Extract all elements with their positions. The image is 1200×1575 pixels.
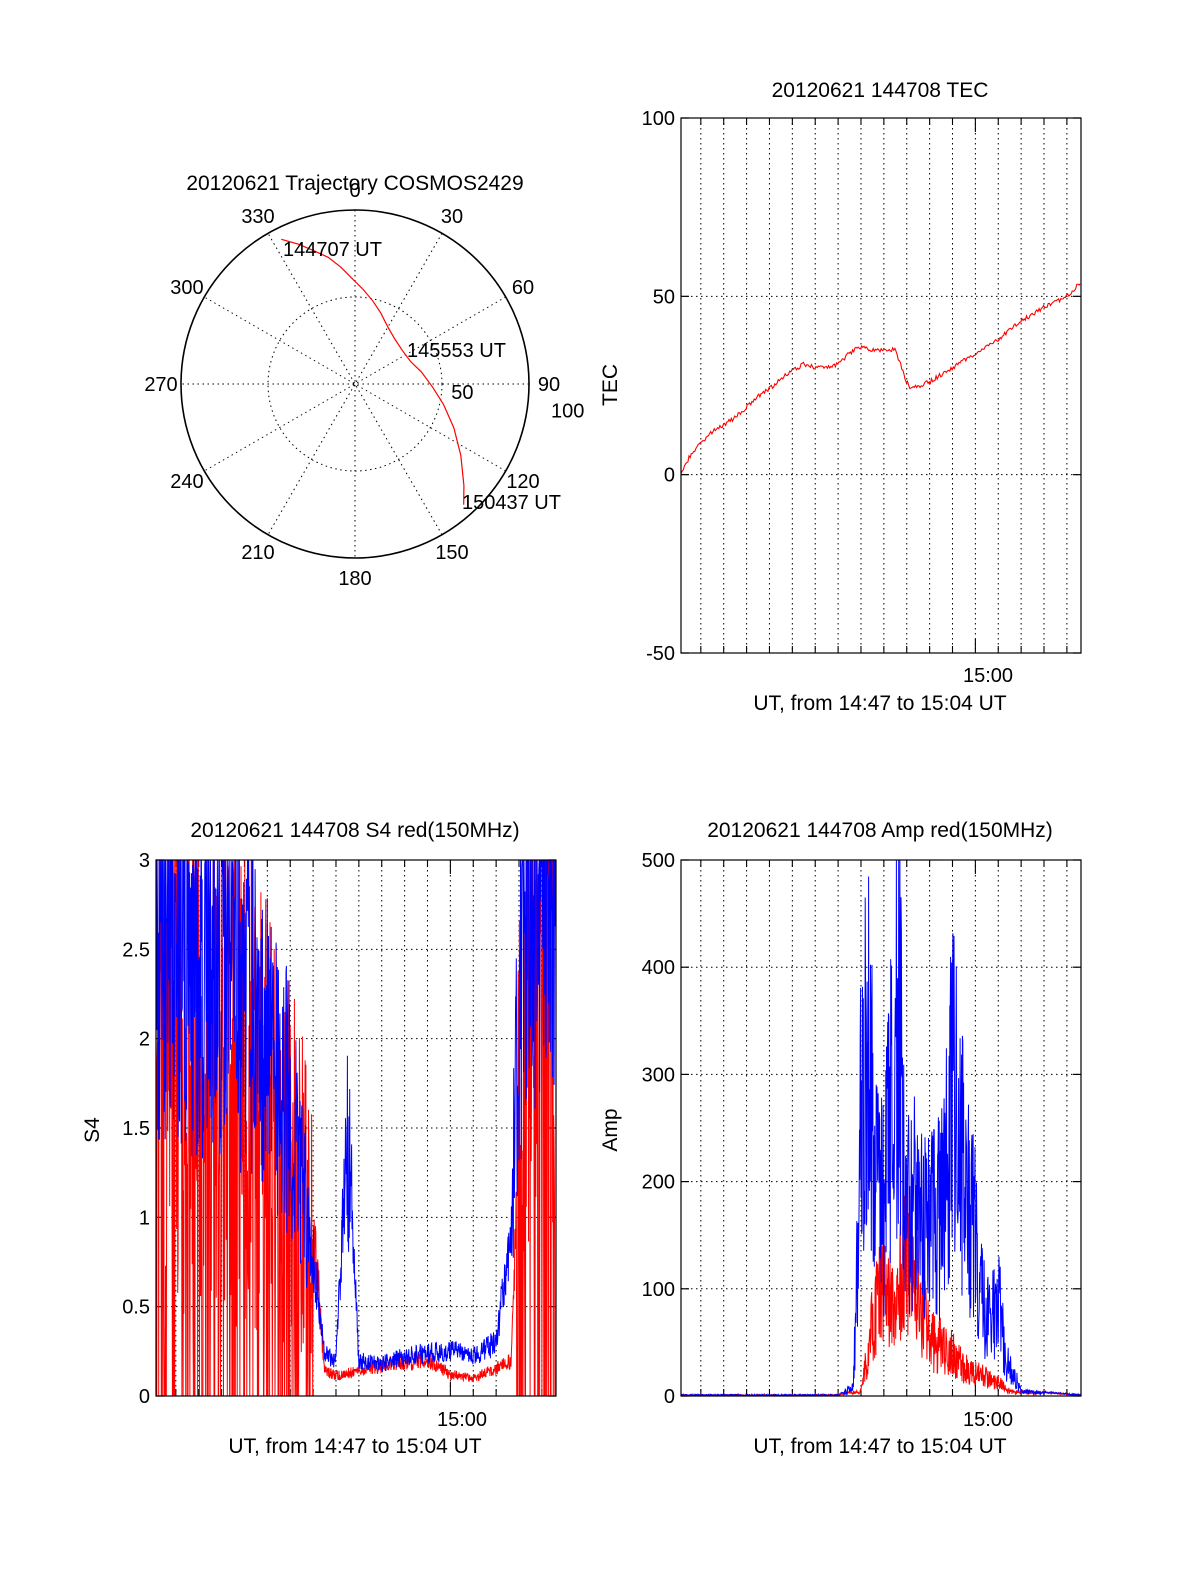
polar-angle-tick-label: 330	[241, 206, 274, 228]
polar-angle-tick-label: 0	[349, 180, 360, 202]
s4-y-tick-label: 1	[139, 1207, 150, 1229]
s4-x-axis-label: UT, from 14:47 to 15:04 UT	[228, 1435, 481, 1458]
polar-angle-tick-label: 60	[512, 277, 534, 299]
tec-y-axis-label: TEC	[599, 364, 622, 406]
amp-y-tick-label: 200	[642, 1172, 675, 1194]
tec-y-tick-label: -50	[646, 643, 675, 665]
amp-series-blue	[681, 860, 1081, 1396]
polar-angle-tick-label: 30	[441, 206, 463, 228]
s4-title: 20120621 144708 S4 red(150MHz)	[190, 819, 519, 842]
s4-series-red	[156, 860, 556, 1396]
amp-frame	[680, 859, 1082, 1397]
s4-y-tick-label: 3	[139, 850, 150, 872]
s4-panel: 20120621 144708 S4 red(150MHz) 3 2.5 2 1.5 1…	[81, 819, 557, 1458]
amp-series	[681, 860, 1081, 1396]
s4-series-blue	[156, 860, 556, 1372]
tec-title: 20120621 144708 TEC	[772, 79, 989, 102]
amp-y-tick-label: 500	[642, 850, 675, 872]
tec-x-tick-label: 15:00	[963, 665, 1013, 687]
s4-y-tick-label: 2	[139, 1029, 150, 1051]
polar-spoke-grid	[267, 233, 443, 535]
s4-y-tick-labels: 3 2.5 2 1.5 1 0.5 0	[122, 850, 150, 1408]
polar-grid	[181, 210, 529, 558]
polar-ring-grid	[267, 296, 443, 472]
amp-y-tick-label: 100	[642, 1279, 675, 1301]
tec-series-red	[681, 283, 1081, 474]
annotation-end: 150437 UT	[462, 492, 561, 514]
annotation-start: 144707 UT	[283, 239, 382, 261]
s4-y-tick-label: 0	[139, 1386, 150, 1408]
polar-angle-tick-label: 210	[241, 542, 274, 564]
tec-x-axis-label: UT, from 14:47 to 15:04 UT	[753, 692, 1006, 715]
polar-angle-tick-label: 90	[538, 374, 560, 396]
polar-angle-tick-label: 240	[170, 471, 203, 493]
tec-frame	[680, 117, 1082, 654]
amp-y-tick-label: 0	[664, 1386, 675, 1408]
s4-series	[156, 860, 556, 1396]
amp-panel: 20120621 144708 Amp red(150MHz) 500 400 30…	[599, 819, 1082, 1458]
polar-title: 20120621 Trajectory COSMOS2429	[186, 172, 523, 195]
amp-x-tick-label: 15:00	[963, 1409, 1013, 1431]
annotation-mid: 145553 UT	[407, 340, 506, 362]
s4-y-tick-label: 0.5	[122, 1297, 150, 1319]
tec-series	[681, 283, 1081, 474]
s4-y-axis-label: S4	[81, 1117, 104, 1143]
polar-radius-tick-label: 50	[451, 382, 473, 404]
s4-y-tick-label: 1.5	[122, 1118, 150, 1140]
polar-angle-tick-label: 270	[144, 374, 177, 396]
tec-y-tick-label: 100	[642, 108, 675, 130]
s4-y-tick-label: 2.5	[122, 939, 150, 961]
amp-x-axis-label: UT, from 14:47 to 15:04 UT	[753, 1435, 1006, 1458]
tec-grid	[681, 117, 1081, 654]
polar-angle-tick-label: 300	[170, 277, 203, 299]
polar-radius-tick-label: 100	[551, 401, 584, 423]
amp-y-tick-label: 300	[642, 1064, 675, 1086]
polar-outer-circle	[180, 209, 530, 559]
tec-panel: 20120621 144708 TEC 100 50 0 -50 15:00 UT, …	[599, 79, 1082, 715]
polar-panel: 20120621 Trajectory COSMOS2429 0 30 60 90 12…	[144, 172, 584, 590]
s4-frame	[155, 859, 557, 1397]
tec-y-tick-labels: 100 50 0 -50	[642, 108, 675, 665]
amp-y-tick-label: 400	[642, 957, 675, 979]
tec-y-tick-label: 50	[653, 286, 675, 308]
amp-y-tick-labels: 500 400 300 200 100 0	[642, 850, 675, 1408]
polar-spoke-grid	[267, 233, 443, 535]
amp-title: 20120621 144708 Amp red(150MHz)	[707, 819, 1053, 842]
polar-angle-tick-label: 150	[435, 542, 468, 564]
s4-x-tick-label: 15:00	[437, 1409, 487, 1431]
polar-trajectory-red	[281, 238, 465, 505]
tec-y-tick-label: 0	[664, 465, 675, 487]
polar-tick-labels: 0 30 60 90 120 150 180 210 240 270 300 330 50 100	[144, 180, 584, 590]
amp-y-axis-label: Amp	[599, 1108, 622, 1151]
polar-angle-tick-label: 120	[506, 471, 539, 493]
polar-angle-tick-label: 180	[338, 568, 371, 590]
